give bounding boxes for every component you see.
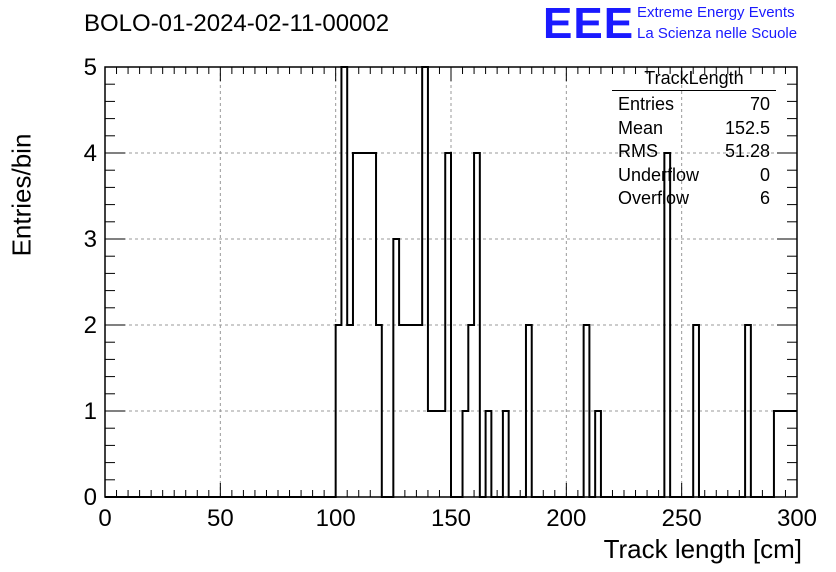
histogram-bin [347, 325, 353, 497]
histogram-bin [503, 411, 509, 497]
histogram-bin [445, 153, 451, 497]
histogram-bin [791, 411, 797, 497]
grid-lines [105, 67, 797, 497]
histogram-bin [376, 325, 382, 497]
stats-key: Entries [618, 94, 675, 114]
histogram-bin [353, 153, 359, 497]
stats-row-mean: Mean 152.5 [608, 117, 780, 141]
histogram-bin [486, 411, 492, 497]
y-axis-label-box: Entries/bin [6, 110, 38, 280]
histogram-bin [774, 411, 780, 497]
stats-row-overflow: Overflow 6 [608, 187, 780, 211]
histogram-bin [365, 153, 371, 497]
y-tick-label: 0 [84, 484, 97, 511]
stats-value: 152.5 [724, 117, 770, 138]
stats-value: 0 [759, 164, 770, 185]
histogram-bin [463, 411, 469, 497]
histogram-bin [416, 325, 422, 497]
stats-row-underflow: Underflow 0 [608, 164, 780, 188]
y-tick-label: 2 [84, 312, 97, 339]
histogram-bin [405, 325, 411, 497]
x-tick-label: 100 [316, 505, 356, 532]
stats-key: Overflow [618, 188, 690, 208]
histogram-steps [105, 66, 797, 498]
histogram-bin [474, 153, 480, 497]
histogram-bin [341, 67, 347, 497]
histogram-bin [428, 411, 434, 497]
eee-logo: EEE [543, 0, 635, 48]
histogram-bin [422, 67, 428, 497]
tick-labels: 0 50 100 150 200 250 300 0 1 2 3 4 5 [84, 54, 817, 532]
histogram-bin [595, 411, 601, 497]
logo-subtitle-2: La Scienza nelle Scuole [637, 25, 798, 42]
histogram-bin [336, 325, 342, 497]
histogram-bin [399, 325, 405, 497]
x-tick-label: 150 [431, 505, 471, 532]
histogram-bin [468, 325, 474, 497]
histogram-bin [370, 153, 376, 497]
histogram-bin [745, 325, 751, 497]
histogram-bin [785, 411, 791, 497]
histogram-bin [439, 411, 445, 497]
histogram-bin [434, 411, 440, 497]
stats-box: TrackLength Entries 70 Mean 152.5 RMS 51… [608, 68, 780, 211]
stats-value: 6 [759, 188, 770, 208]
x-tick-label: 50 [207, 505, 234, 532]
histogram-bin [526, 325, 532, 497]
x-tick-label: 200 [546, 505, 586, 532]
y-tick-label: 4 [84, 140, 97, 167]
histogram-bin [693, 325, 699, 497]
histogram-bin [780, 411, 786, 497]
stats-value: 51.28 [724, 141, 770, 161]
y-tick-label: 1 [84, 398, 97, 425]
logo-subtitle-1: Extreme Energy Events [637, 4, 795, 21]
y-axis-label: Entries/bin [6, 133, 37, 257]
y-tick-label: 3 [84, 226, 97, 253]
histogram-outline [105, 66, 797, 498]
chart-title: BOLO-01-2024-02-11-00002 [84, 10, 390, 37]
axis-ticks [104, 66, 798, 498]
x-axis-label: Track length [cm] [603, 534, 802, 564]
histogram-bin [584, 325, 590, 497]
x-tick-label: 0 [98, 505, 111, 532]
stats-key: RMS [618, 141, 658, 161]
histogram-bin [411, 325, 417, 497]
stats-row-entries: Entries 70 [608, 93, 780, 117]
histogram-bin [393, 239, 399, 497]
stats-value: 70 [749, 94, 770, 114]
stats-key: Mean [618, 117, 664, 138]
stats-key: Underflow [618, 164, 700, 185]
histogram-bin [359, 153, 365, 497]
y-tick-label: 5 [84, 54, 97, 81]
stats-row-rms: RMS 51.28 [608, 140, 780, 164]
x-tick-label: 300 [777, 505, 817, 532]
x-tick-label: 250 [662, 505, 702, 532]
stats-title: TrackLength [612, 68, 776, 91]
